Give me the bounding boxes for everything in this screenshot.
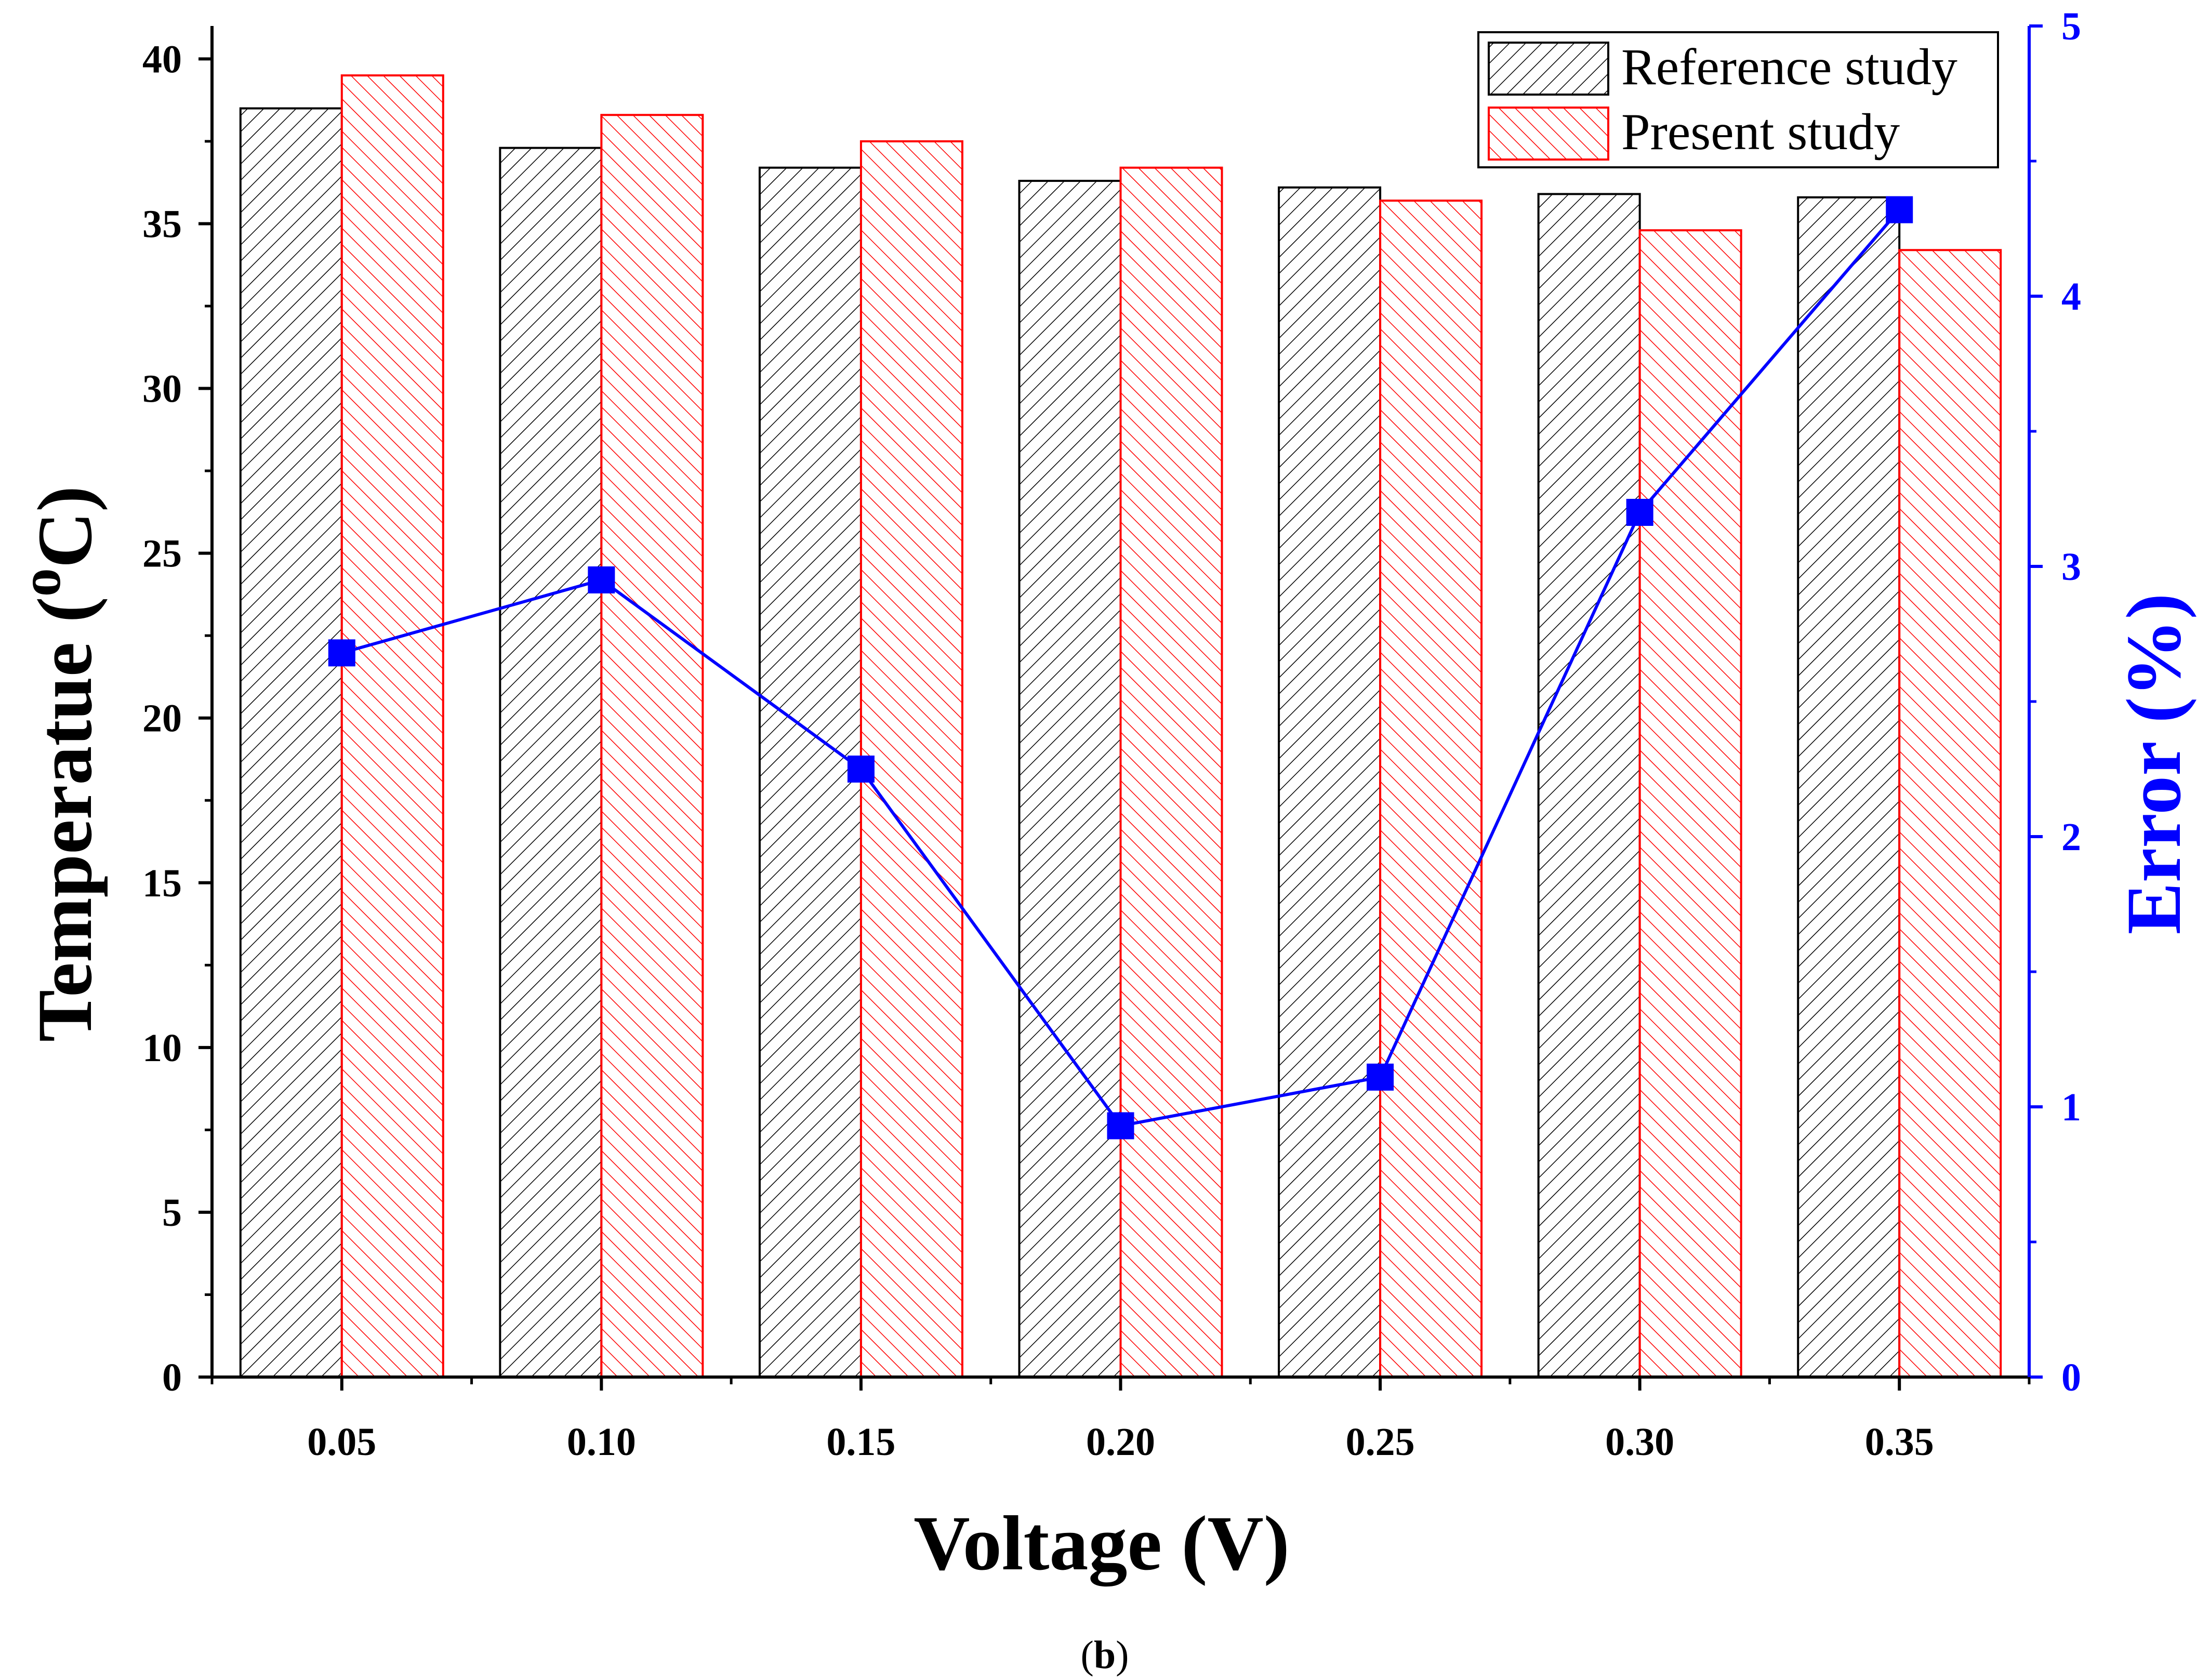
bar-reference-0.30	[1537, 193, 1641, 1379]
y2-tick-label-3: 3	[2061, 545, 2081, 589]
error-marker-0.15	[847, 756, 875, 783]
legend-swatch-reference	[1488, 42, 1609, 96]
y-tick-label-15: 15	[142, 862, 182, 905]
y-axis-title: Temperatue (oC)	[9, 486, 108, 1042]
error-line-layer	[328, 196, 1913, 1140]
y-tick-label-30: 30	[142, 367, 182, 411]
error-marker-0.35	[1886, 196, 1913, 223]
error-marker-0.20	[1107, 1112, 1134, 1140]
bar-reference-0.05	[239, 107, 343, 1378]
error-marker-0.25	[1367, 1063, 1394, 1091]
figure-caption: (b)	[1081, 1633, 1129, 1677]
x-tick-label-0.20: 0.20	[1086, 1420, 1155, 1464]
error-marker-0.05	[328, 639, 355, 667]
y-axis-title-text: Temperatue (	[22, 597, 108, 1042]
bar-present-0.10	[600, 114, 704, 1379]
y-tick-label-5: 5	[162, 1191, 182, 1235]
bar-reference-0.20	[1018, 180, 1122, 1378]
x-tick-label-0.35: 0.35	[1865, 1420, 1934, 1464]
y-tick-label-20: 20	[142, 697, 182, 740]
bar-reference-0.25	[1278, 186, 1382, 1379]
y2-tick-label-2: 2	[2061, 815, 2081, 859]
x-tick-label-0.05: 0.05	[307, 1420, 376, 1464]
legend-swatch-present	[1488, 107, 1609, 161]
bar-reference-0.10	[499, 147, 603, 1379]
x-tick-label-0.25: 0.25	[1346, 1420, 1415, 1464]
y-tick-label-0: 0	[162, 1356, 182, 1399]
y-axis-title-superscript: o	[9, 568, 72, 597]
y-tick-label-35: 35	[142, 202, 182, 246]
bar-present-0.30	[1638, 229, 1742, 1379]
ticks-layer: 0 5 10 15 20 25 30 35 40 0 1 2 3 4 5 0.05 0.10 0.15 0.20 0.…	[142, 5, 2081, 1464]
bar-present-0.15	[859, 140, 963, 1379]
y2-tick-label-5: 5	[2061, 5, 2081, 48]
figure-caption-open: (	[1081, 1633, 1094, 1677]
legend: Reference study Present study	[1477, 31, 1999, 168]
figure-caption-close: )	[1116, 1633, 1129, 1677]
bars-layer	[239, 74, 2002, 1379]
y2-tick-label-0: 0	[2061, 1356, 2081, 1399]
x-tick-label-0.15: 0.15	[826, 1420, 895, 1464]
y-tick-label-40: 40	[142, 37, 182, 81]
y2-tick-label-4: 4	[2061, 275, 2081, 319]
error-marker-0.30	[1626, 499, 1653, 526]
legend-label-present: Present study	[1621, 103, 1900, 161]
x-tick-label-0.30: 0.30	[1605, 1420, 1674, 1464]
bar-present-0.35	[1898, 249, 2002, 1379]
y-tick-label-10: 10	[142, 1026, 182, 1070]
y-tick-label-25: 25	[142, 532, 182, 576]
x-tick-label-0.10: 0.10	[567, 1420, 636, 1464]
error-marker-0.10	[588, 566, 615, 593]
y2-axis-title: Error (%)	[2111, 593, 2197, 935]
y2-tick-label-1: 1	[2061, 1086, 2081, 1129]
bar-reference-0.35	[1797, 196, 1901, 1378]
bar-reference-0.15	[758, 166, 862, 1379]
bar-present-0.25	[1379, 200, 1483, 1378]
bar-present-0.20	[1119, 166, 1223, 1379]
x-axis-title: Voltage (V)	[914, 1500, 1290, 1586]
figure-caption-letter: b	[1094, 1633, 1116, 1677]
legend-label-reference: Reference study	[1621, 38, 1957, 96]
y-axis-title-unit: C)	[22, 486, 108, 568]
bar-present-0.05	[340, 74, 444, 1378]
